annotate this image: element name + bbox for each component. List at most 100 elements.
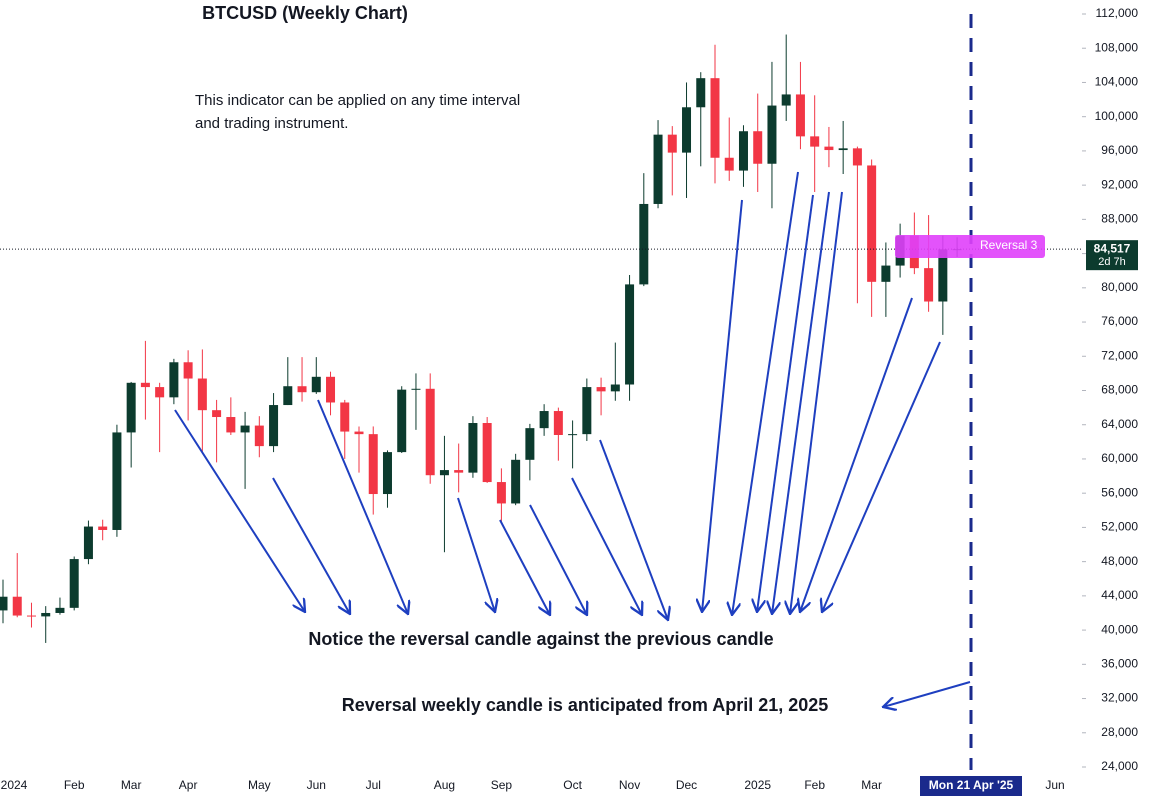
arrow [529, 504, 587, 615]
x-tick-label: Dec [676, 778, 697, 792]
x-tick-label: Mar [121, 778, 142, 792]
reversal-label: Reversal 3 [980, 238, 1038, 252]
candle-body [183, 362, 193, 379]
candle-body [553, 411, 563, 435]
reversal-label-box [895, 235, 1045, 258]
y-tick-label: 72,000 [1101, 348, 1138, 362]
candle-body [852, 148, 862, 166]
candle-body [297, 386, 307, 393]
candle-body [126, 382, 136, 433]
y-tick-label: 88,000 [1101, 212, 1138, 226]
candle-body [41, 612, 51, 617]
candle-body [439, 470, 449, 476]
candle-body [525, 428, 535, 460]
y-tick-label: 92,000 [1101, 177, 1138, 191]
candle-body [468, 423, 478, 473]
candle-body [197, 378, 207, 411]
y-tick-label: 24,000 [1101, 759, 1138, 773]
candle-body [924, 268, 934, 302]
candle-body [582, 387, 592, 435]
y-tick-label: 68,000 [1101, 383, 1138, 397]
candle-body [169, 362, 179, 398]
x-tick-label: Nov [619, 778, 640, 792]
candle-body [810, 136, 820, 147]
y-tick-label: 76,000 [1101, 314, 1138, 328]
last-price-label: 84,517 [1094, 241, 1131, 255]
candle-body [226, 417, 236, 433]
y-tick-label: 56,000 [1101, 485, 1138, 499]
x-tick-label: Sep [491, 778, 513, 792]
arrow [499, 519, 550, 615]
annotation: This indicator can be applied on any tim… [195, 92, 520, 109]
candle-body [55, 607, 65, 613]
candle-body [140, 382, 150, 388]
arrow [732, 171, 799, 615]
annotation: and trading instrument. [195, 115, 348, 132]
x-tick-label: 2025 [744, 778, 771, 792]
candle-body [354, 431, 364, 435]
candle-body [26, 615, 36, 617]
candle-body [112, 432, 122, 530]
cursor-date-label: Mon 21 Apr '25 [929, 778, 1014, 792]
candle-body [867, 165, 877, 282]
y-tick-label: 28,000 [1101, 725, 1138, 739]
candle-body [326, 376, 336, 403]
arrow [800, 297, 913, 612]
arrow [757, 194, 814, 612]
candle-body [283, 386, 293, 406]
candle-body [696, 78, 706, 108]
y-tick-label: 44,000 [1101, 588, 1138, 602]
x-tick-label: Jun [1045, 778, 1064, 792]
candle-body [69, 559, 79, 608]
candle-body [667, 134, 677, 153]
arrow [702, 199, 743, 612]
y-tick-label: 108,000 [1095, 40, 1139, 54]
candle-body [682, 107, 692, 153]
candle-body [269, 405, 279, 447]
candle-body [568, 434, 578, 436]
price-axis: 24,000 28,000 32,000 36,000 40,000 44,000 48,0… [1082, 6, 1138, 773]
x-tick-label: Jul [366, 778, 381, 792]
arrow [822, 341, 941, 612]
x-tick-label: Oct [563, 778, 582, 792]
candle-body [724, 157, 734, 171]
candle-body [639, 203, 649, 285]
candle-body [511, 459, 521, 504]
candle-body [340, 402, 350, 432]
annotation: Reversal weekly candle is anticipated fr… [342, 695, 829, 715]
y-tick-label: 80,000 [1101, 280, 1138, 294]
arrow [790, 191, 843, 614]
y-tick-label: 32,000 [1101, 691, 1138, 705]
candle-body [625, 284, 635, 385]
candle-body [254, 425, 264, 447]
candle-body [838, 148, 848, 151]
arrow [272, 477, 350, 614]
candle-body [212, 410, 222, 418]
x-tick-label: Feb [804, 778, 825, 792]
candle-body [539, 411, 549, 429]
candle-body [12, 596, 22, 616]
candle-body [767, 105, 777, 164]
y-tick-label: 100,000 [1095, 109, 1139, 123]
candle-body [781, 94, 791, 106]
candle-body [710, 78, 720, 158]
annotation: Notice the reversal candle against the p… [308, 629, 773, 649]
y-tick-label: 64,000 [1101, 417, 1138, 431]
candle-body [653, 134, 663, 204]
candle-body [753, 131, 763, 164]
arrow [883, 681, 971, 707]
y-tick-label: 52,000 [1101, 520, 1138, 534]
candle-body [881, 265, 891, 282]
plot-area [0, 34, 1082, 643]
candle-body [240, 425, 250, 433]
candle-body [397, 389, 407, 453]
arrow [772, 191, 830, 614]
last-price-box [1086, 240, 1138, 271]
arrow [174, 409, 305, 612]
x-tick-label: Mar [861, 778, 882, 792]
candle-body [454, 470, 464, 473]
y-tick-label: 112,000 [1096, 6, 1139, 20]
arrow [599, 439, 668, 620]
x-tick-label: 2024 [1, 778, 28, 792]
